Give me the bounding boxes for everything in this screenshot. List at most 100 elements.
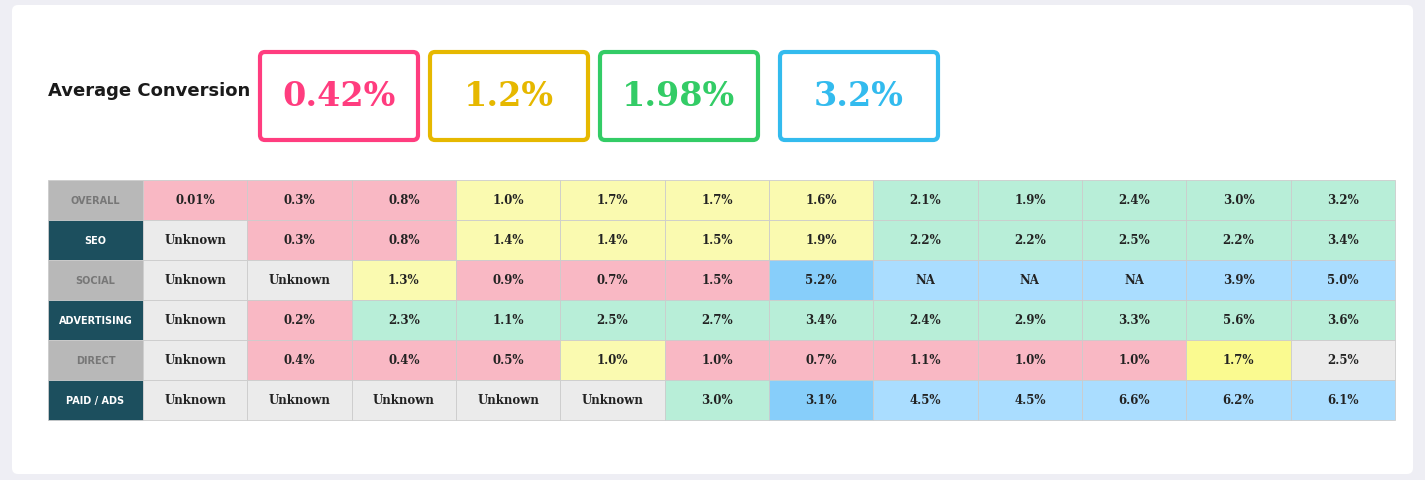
Bar [352, 300, 456, 340]
Text: Unknown: Unknown [581, 394, 644, 407]
Text: 4.5%: 4.5% [909, 394, 942, 407]
Text: SOCIAL: SOCIAL [76, 276, 115, 286]
Bar [142, 261, 248, 300]
Text: 1.3%: 1.3% [388, 274, 419, 287]
Text: 1.0%: 1.0% [1015, 354, 1046, 367]
Text: Unknown: Unknown [164, 234, 227, 247]
Text: 2.4%: 2.4% [1119, 194, 1150, 207]
Text: Unknown: Unknown [164, 274, 227, 287]
Bar [1291, 261, 1395, 300]
Text: Unknown: Unknown [477, 394, 539, 407]
Bar [560, 300, 664, 340]
Text: 5.6%: 5.6% [1223, 314, 1254, 327]
Bar [1082, 380, 1187, 420]
Text: 1.2%: 1.2% [465, 80, 554, 113]
Text: Unknown: Unknown [164, 314, 227, 327]
Bar [1291, 380, 1395, 420]
Text: 0.4%: 0.4% [284, 354, 315, 367]
Text: 2.2%: 2.2% [1015, 234, 1046, 247]
Bar [664, 380, 770, 420]
Bar [978, 180, 1082, 220]
Text: 2.5%: 2.5% [1119, 234, 1150, 247]
Text: 3.0%: 3.0% [701, 394, 732, 407]
Text: 2.3%: 2.3% [388, 314, 420, 327]
Text: 3.2%: 3.2% [814, 80, 903, 113]
Bar [1291, 300, 1395, 340]
FancyBboxPatch shape [11, 6, 1414, 474]
Text: 3.4%: 3.4% [805, 314, 836, 327]
Text: 1.4%: 1.4% [597, 234, 628, 247]
Text: 0.01%: 0.01% [175, 194, 215, 207]
Text: 2.5%: 2.5% [597, 314, 628, 327]
Bar [248, 340, 352, 380]
Text: 3.3%: 3.3% [1119, 314, 1150, 327]
Text: 1.6%: 1.6% [805, 194, 836, 207]
Text: 1.4%: 1.4% [493, 234, 524, 247]
Text: 1.9%: 1.9% [805, 234, 836, 247]
Bar [456, 340, 560, 380]
Bar [1187, 340, 1291, 380]
Bar [664, 261, 770, 300]
Text: 0.5%: 0.5% [493, 354, 524, 367]
Bar [48, 180, 142, 220]
Text: 2.5%: 2.5% [1327, 354, 1358, 367]
Bar [1291, 180, 1395, 220]
FancyBboxPatch shape [430, 53, 589, 141]
Text: Average Conversion Rate: Average Conversion Rate [48, 82, 304, 100]
Bar [560, 180, 664, 220]
Text: 0.7%: 0.7% [597, 274, 628, 287]
Text: 0.8%: 0.8% [388, 234, 419, 247]
Bar [664, 180, 770, 220]
Text: 2.2%: 2.2% [909, 234, 942, 247]
Text: SEO: SEO [84, 236, 107, 245]
Bar [48, 380, 142, 420]
Bar [248, 220, 352, 261]
Text: 6.2%: 6.2% [1223, 394, 1254, 407]
Bar [48, 261, 142, 300]
Bar [456, 380, 560, 420]
Text: Unknown: Unknown [164, 354, 227, 367]
Text: 6.6%: 6.6% [1119, 394, 1150, 407]
Text: NA: NA [1020, 274, 1040, 287]
Bar [560, 220, 664, 261]
Bar [1187, 300, 1291, 340]
Bar [874, 380, 978, 420]
Text: Unknown: Unknown [164, 394, 227, 407]
Text: 2.7%: 2.7% [701, 314, 732, 327]
Text: 0.42%: 0.42% [282, 80, 396, 113]
Text: 2.4%: 2.4% [909, 314, 942, 327]
Text: 0.3%: 0.3% [284, 234, 315, 247]
Text: 1.0%: 1.0% [1119, 354, 1150, 367]
Text: ADVERTISING: ADVERTISING [58, 315, 133, 325]
Text: 3.6%: 3.6% [1327, 314, 1358, 327]
Bar [874, 340, 978, 380]
Text: PAID / ADS: PAID / ADS [67, 395, 124, 405]
Bar [1291, 340, 1395, 380]
Text: 3.1%: 3.1% [805, 394, 836, 407]
Bar [48, 220, 142, 261]
Text: 2.1%: 2.1% [909, 194, 942, 207]
Text: 2.2%: 2.2% [1223, 234, 1254, 247]
Bar [352, 261, 456, 300]
Bar [874, 220, 978, 261]
Text: 1.98%: 1.98% [623, 80, 735, 113]
Bar [874, 300, 978, 340]
Bar [560, 261, 664, 300]
Bar [874, 180, 978, 220]
Bar [142, 220, 248, 261]
Text: 1.0%: 1.0% [493, 194, 524, 207]
Bar [142, 380, 248, 420]
Bar [248, 380, 352, 420]
Text: 0.4%: 0.4% [388, 354, 419, 367]
Bar [770, 220, 874, 261]
Bar [48, 300, 142, 340]
FancyBboxPatch shape [600, 53, 758, 141]
Text: 1.9%: 1.9% [1015, 194, 1046, 207]
Text: 0.9%: 0.9% [493, 274, 524, 287]
Text: 3.4%: 3.4% [1327, 234, 1358, 247]
Bar [1187, 180, 1291, 220]
Bar [770, 380, 874, 420]
Text: DIRECT: DIRECT [76, 355, 115, 365]
Bar [978, 261, 1082, 300]
Text: 1.1%: 1.1% [493, 314, 524, 327]
